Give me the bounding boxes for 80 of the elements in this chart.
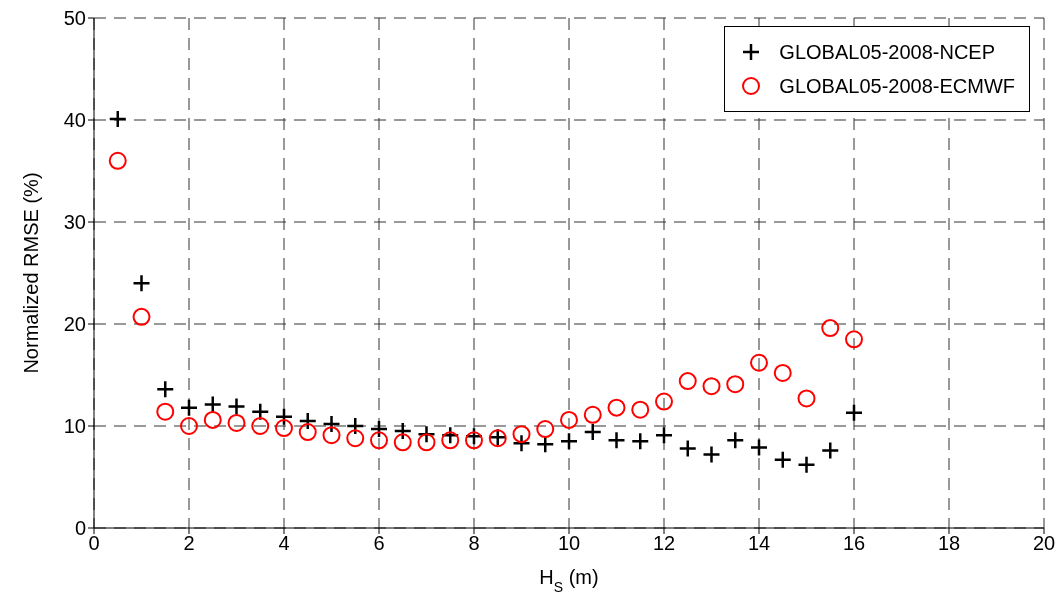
point — [227, 397, 246, 416]
point — [369, 419, 389, 439]
x-tick-label: 2 — [183, 532, 195, 555]
point — [631, 432, 650, 451]
point — [156, 380, 175, 399]
point — [393, 433, 412, 452]
point — [821, 319, 840, 338]
point — [275, 419, 293, 438]
y-tick-label: 30 — [63, 211, 86, 234]
point — [179, 398, 199, 417]
point — [156, 402, 175, 421]
point — [678, 439, 697, 458]
y-tick-label: 40 — [63, 109, 86, 132]
x-tick-label: 16 — [842, 532, 866, 555]
x-tick-label: 18 — [937, 532, 961, 555]
point — [797, 389, 816, 408]
point — [227, 413, 246, 432]
point — [298, 423, 317, 442]
point — [559, 432, 579, 451]
point — [773, 450, 792, 469]
x-tick-label: 10 — [557, 532, 581, 555]
point — [346, 429, 365, 448]
point — [702, 445, 721, 464]
point — [821, 441, 840, 460]
point — [654, 425, 674, 445]
point — [251, 402, 270, 421]
point — [678, 372, 697, 391]
point — [797, 455, 816, 475]
point — [750, 353, 768, 372]
y-tick-label: 50 — [63, 7, 86, 30]
point — [512, 434, 531, 453]
point — [607, 398, 626, 417]
point — [845, 330, 863, 349]
point — [393, 421, 412, 441]
point — [631, 400, 650, 419]
x-tick-label: 8 — [468, 532, 480, 555]
point — [274, 407, 294, 427]
point — [322, 414, 341, 434]
y-axis-title: Normalized RMSE (%) — [20, 172, 43, 374]
point — [203, 395, 222, 414]
point — [726, 431, 745, 450]
point — [203, 410, 222, 429]
x-axis-title: H$_{S}$ (m) — [539, 566, 599, 595]
x-tick-label: 6 — [373, 532, 385, 555]
point — [749, 438, 769, 457]
legend-label: GLOBAL05-2008-ECMWF — [779, 74, 1015, 99]
point — [346, 416, 365, 436]
point — [132, 307, 151, 326]
x-tick-label: 12 — [652, 532, 676, 555]
point — [298, 411, 317, 431]
point — [322, 426, 341, 445]
point — [132, 273, 151, 293]
point — [465, 431, 483, 450]
point — [655, 392, 673, 411]
point — [512, 425, 531, 444]
point — [844, 403, 864, 422]
point — [108, 109, 127, 129]
legend-label: GLOBAL05-2008-NCEP — [779, 40, 996, 65]
point — [370, 431, 388, 450]
point — [108, 151, 127, 170]
point — [607, 431, 626, 450]
point — [251, 417, 270, 435]
point — [773, 363, 792, 382]
point — [536, 435, 555, 454]
point — [583, 405, 602, 424]
point — [726, 375, 745, 394]
point — [702, 377, 721, 396]
point — [417, 433, 436, 452]
point — [536, 420, 555, 439]
x-tick-label: 4 — [278, 532, 290, 555]
x-tick-label: 0 — [88, 532, 100, 555]
y-tick-label: 0 — [74, 517, 86, 540]
x-tick-label: 20 — [1032, 532, 1056, 555]
x-tick-label: 14 — [747, 532, 771, 555]
point — [560, 410, 578, 429]
y-tick-label: 10 — [63, 415, 86, 438]
point — [180, 417, 198, 435]
point — [441, 431, 460, 450]
y-tick-label: 20 — [63, 313, 86, 336]
point — [583, 422, 602, 442]
